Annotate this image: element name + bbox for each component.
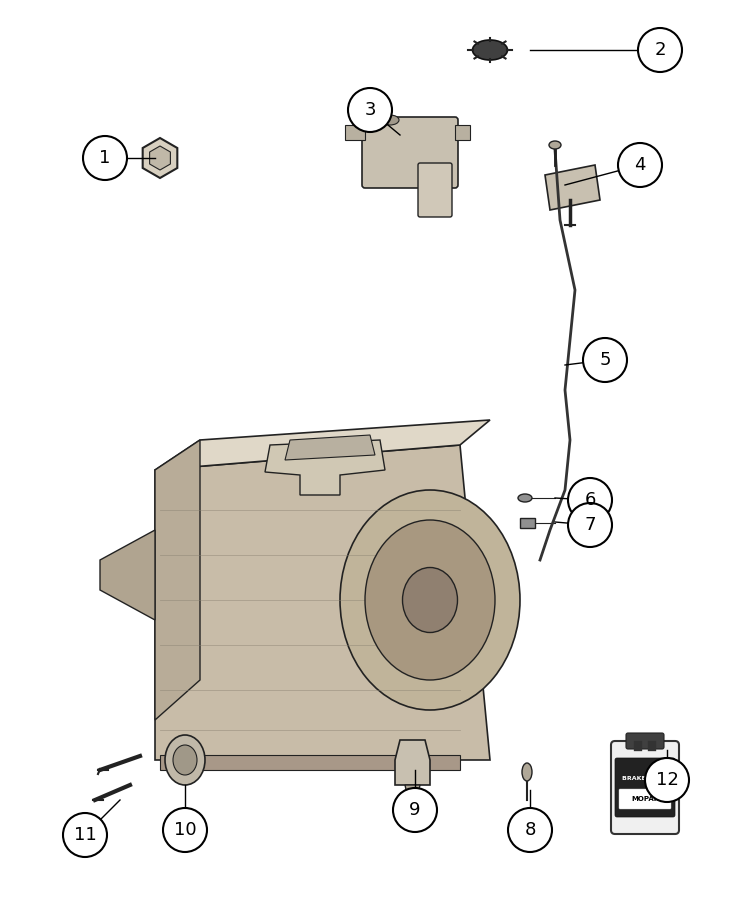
Polygon shape [155,445,490,760]
Circle shape [638,28,682,72]
Circle shape [63,813,107,857]
Polygon shape [520,518,535,528]
Circle shape [568,478,612,522]
Ellipse shape [473,40,508,60]
Circle shape [583,338,627,382]
Ellipse shape [549,141,561,149]
Text: 11: 11 [73,826,96,844]
FancyBboxPatch shape [362,117,458,188]
Text: 4: 4 [634,156,645,174]
Polygon shape [405,785,420,808]
Polygon shape [285,435,375,460]
Polygon shape [100,530,155,620]
Text: 5: 5 [599,351,611,369]
Polygon shape [345,125,365,140]
Text: 9: 9 [409,801,421,819]
Ellipse shape [340,490,520,710]
Text: BRAKE FLUID: BRAKE FLUID [622,776,668,780]
Ellipse shape [518,494,532,502]
Circle shape [618,143,662,187]
Ellipse shape [381,115,399,125]
FancyBboxPatch shape [626,733,664,749]
FancyBboxPatch shape [619,789,671,809]
FancyBboxPatch shape [418,163,452,217]
Circle shape [568,503,612,547]
Text: 12: 12 [656,771,679,789]
Text: 1: 1 [99,149,110,167]
Text: 2: 2 [654,41,665,59]
Circle shape [508,808,552,852]
Polygon shape [160,755,460,770]
Polygon shape [150,146,170,170]
FancyBboxPatch shape [611,741,679,834]
Circle shape [393,788,437,832]
Circle shape [83,136,127,180]
Ellipse shape [365,520,495,680]
Text: MOPAR: MOPAR [631,796,659,802]
Polygon shape [155,420,490,470]
Text: 7: 7 [584,516,596,534]
Circle shape [645,758,689,802]
Text: 10: 10 [173,821,196,839]
Circle shape [348,88,392,132]
Ellipse shape [165,735,205,785]
FancyBboxPatch shape [615,758,675,817]
Polygon shape [143,138,177,178]
Ellipse shape [522,763,532,781]
Polygon shape [395,740,430,785]
Ellipse shape [173,745,197,775]
Polygon shape [455,125,470,140]
Text: 3: 3 [365,101,376,119]
Ellipse shape [402,568,457,633]
Polygon shape [265,440,385,495]
Polygon shape [545,165,600,210]
Polygon shape [155,440,200,720]
Text: 6: 6 [585,491,596,509]
Circle shape [163,808,207,852]
Text: 8: 8 [525,821,536,839]
